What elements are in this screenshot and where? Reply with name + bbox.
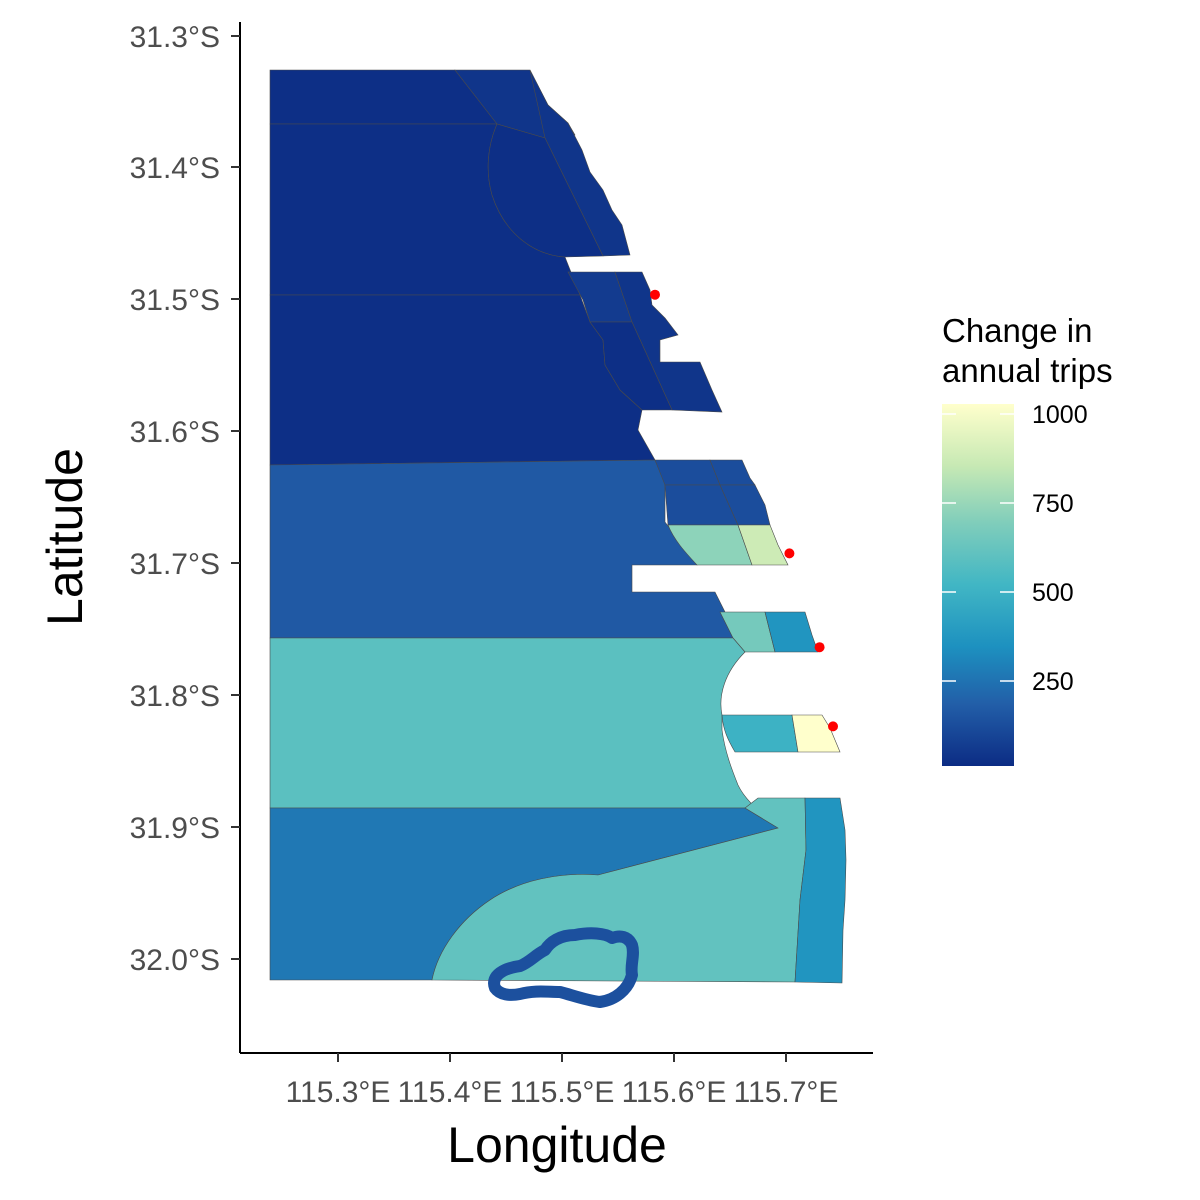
boat-ramp-point [784, 548, 795, 559]
zone-nearshore-trigg-offshore [721, 714, 799, 753]
zones-layer [269, 69, 847, 1008]
boat-ramp-point [650, 289, 660, 300]
zone-nearshore-hillarys-offshore [719, 611, 776, 653]
x-axis-ticks [337, 1053, 787, 1062]
y-tick-label: 31.8°S [130, 680, 220, 713]
zone-nearshore-quinns [654, 459, 721, 486]
zone-nearshore-ocean-reef-offshore [667, 524, 753, 566]
zone-offshore-central [269, 459, 734, 639]
legend-label: 250 [1032, 668, 1074, 696]
boat-ramp-point [828, 721, 838, 732]
y-tick-label: 31.3°S [130, 21, 220, 54]
legend-title-line1: Change in [942, 312, 1092, 349]
zone-nearshore-ocean-reef-inshore [737, 524, 789, 566]
zone-nearshore-mindarie-coast [719, 484, 771, 526]
y-tick-label: 31.6°S [130, 416, 220, 449]
x-tick-label: 115.7°E [734, 1076, 839, 1109]
y-axis-ticks [231, 35, 240, 960]
legend-ticks [942, 413, 1014, 682]
legend-label: 750 [1032, 490, 1074, 518]
y-tick-label: 32.0°S [130, 944, 220, 977]
y-tick-label: 31.5°S [130, 284, 220, 317]
y-axis-title: Latitude [37, 448, 93, 626]
x-tick-label: 115.6°E [622, 1076, 727, 1109]
x-tick-labels: 115.3°E 115.4°E 115.5°E 115.6°E 115.7°E [286, 1076, 839, 1109]
legend-title-line2: annual trips [942, 352, 1113, 389]
zone-nearshore-trigg-inshore [791, 714, 841, 753]
x-tick-label: 115.4°E [398, 1076, 503, 1109]
zone-nearshore-quinns-strip [589, 321, 673, 411]
legend-label: 500 [1032, 579, 1074, 607]
x-axis-title: Longitude [447, 1117, 667, 1173]
y-tick-label: 31.7°S [130, 548, 220, 581]
legend-colorbar [942, 404, 1014, 766]
y-tick-label: 31.4°S [130, 152, 220, 185]
rottnest-island-outline [488, 927, 639, 1008]
x-tick-label: 115.5°E [510, 1076, 615, 1109]
y-tick-label: 31.9°S [130, 812, 220, 845]
zone-nearshore-quinns-coast [709, 459, 756, 486]
y-tick-labels: 31.3°S 31.4°S 31.5°S 31.6°S 31.7°S 31.8°… [130, 21, 220, 977]
legend: Change in annual trips 1000 750 500 250 [942, 312, 1113, 766]
boat-ramp-point [814, 642, 825, 653]
legend-label: 1000 [1032, 401, 1088, 429]
ramp-points [650, 289, 838, 732]
zone-bay-north [487, 123, 604, 258]
zone-nearshore-south-strip [794, 797, 847, 984]
zone-nearshore-hillarys-inshore [764, 611, 819, 653]
zone-nearshore-yanchep-coast [614, 271, 723, 413]
x-tick-label: 115.3°E [286, 1076, 391, 1109]
zone-offshore-south-central [269, 637, 779, 829]
